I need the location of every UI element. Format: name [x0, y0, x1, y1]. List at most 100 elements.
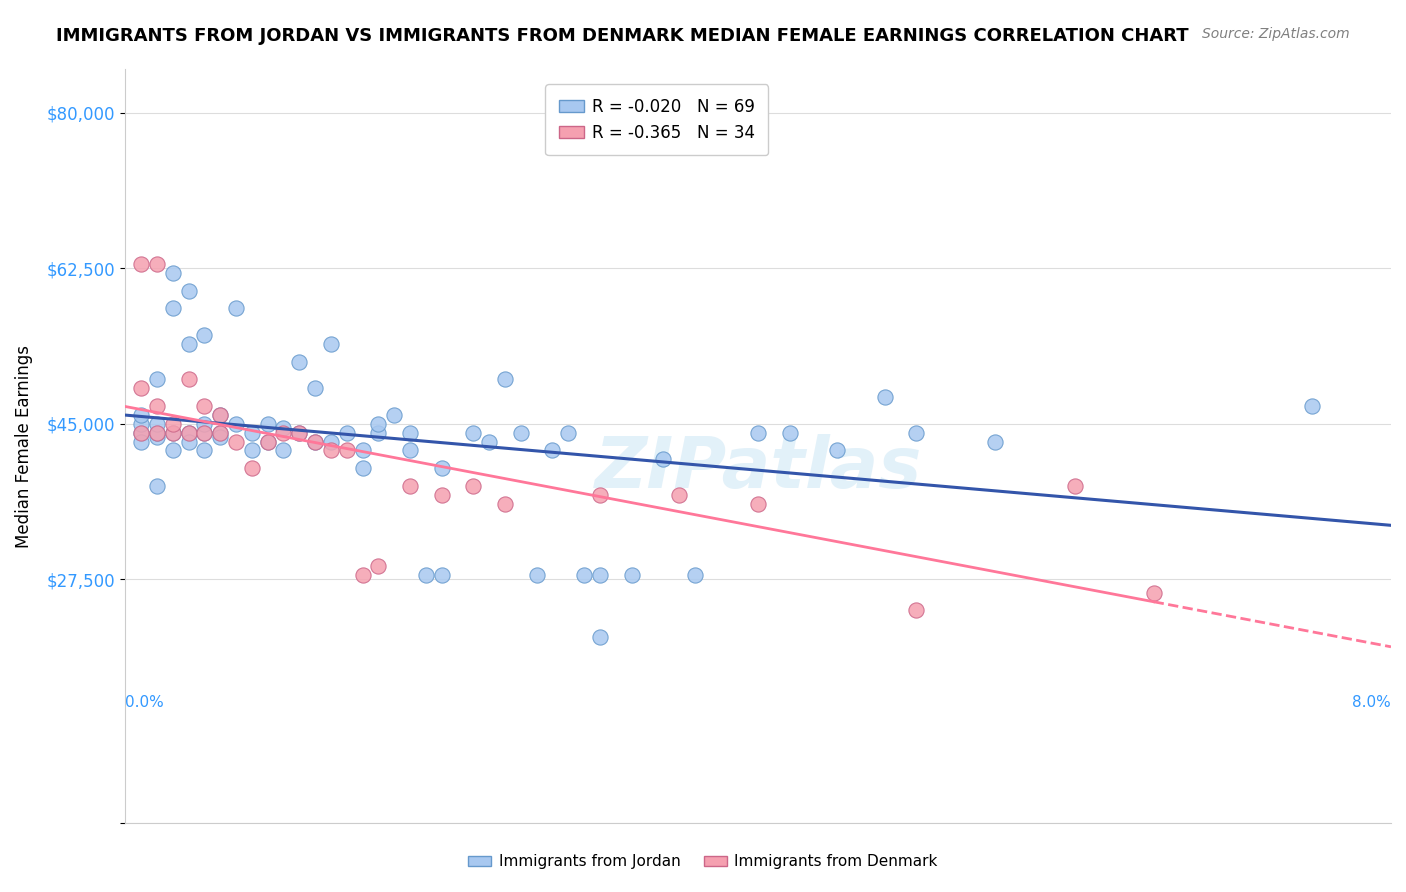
Immigrants from Jordan [177, 336, 200, 351]
Immigrants from Jordan [352, 461, 374, 475]
Immigrants from Denmark [747, 497, 769, 511]
Immigrants from Jordan [399, 425, 422, 440]
Text: Source: ZipAtlas.com: Source: ZipAtlas.com [1202, 27, 1350, 41]
Immigrants from Denmark [367, 558, 389, 573]
Y-axis label: Median Female Earnings: Median Female Earnings [15, 344, 32, 548]
Immigrants from Jordan [273, 421, 295, 435]
Immigrants from Jordan [146, 425, 169, 440]
Immigrants from Denmark [304, 434, 326, 449]
Immigrants from Denmark [129, 257, 152, 271]
Immigrants from Jordan [1301, 399, 1323, 413]
Immigrants from Jordan [162, 266, 184, 280]
Immigrants from Denmark [336, 443, 359, 458]
Immigrants from Jordan [652, 452, 675, 467]
Immigrants from Jordan [984, 434, 1007, 449]
Immigrants from Jordan [162, 425, 184, 440]
Immigrants from Jordan [382, 408, 405, 422]
Immigrants from Jordan [240, 425, 263, 440]
Immigrants from Jordan [256, 417, 278, 431]
Immigrants from Jordan [193, 328, 215, 343]
Legend: R = -0.020   N = 69, R = -0.365   N = 34: R = -0.020 N = 69, R = -0.365 N = 34 [546, 85, 768, 155]
Immigrants from Jordan [177, 434, 200, 449]
Immigrants from Jordan [494, 372, 516, 386]
Immigrants from Denmark [162, 425, 184, 440]
Immigrants from Denmark [319, 443, 342, 458]
Immigrants from Jordan [683, 567, 706, 582]
Immigrants from Denmark [430, 488, 453, 502]
Immigrants from Denmark [399, 479, 422, 493]
Immigrants from Jordan [825, 443, 848, 458]
Immigrants from Jordan [572, 567, 595, 582]
Immigrants from Jordan [557, 425, 579, 440]
Immigrants from Denmark [129, 381, 152, 395]
Immigrants from Jordan [193, 443, 215, 458]
Immigrants from Jordan [129, 408, 152, 422]
Immigrants from Denmark [1063, 479, 1085, 493]
Immigrants from Denmark [589, 488, 612, 502]
Immigrants from Jordan [336, 425, 359, 440]
Immigrants from Denmark [177, 372, 200, 386]
Immigrants from Denmark [177, 425, 200, 440]
Immigrants from Jordan [430, 567, 453, 582]
Immigrants from Jordan [905, 425, 928, 440]
Immigrants from Denmark [1143, 585, 1166, 599]
Immigrants from Jordan [304, 381, 326, 395]
Immigrants from Jordan [225, 417, 247, 431]
Immigrants from Jordan [367, 417, 389, 431]
Immigrants from Jordan [209, 430, 232, 444]
Immigrants from Jordan [129, 434, 152, 449]
Immigrants from Jordan [288, 425, 311, 440]
Immigrants from Jordan [209, 408, 232, 422]
Immigrants from Jordan [225, 301, 247, 316]
Immigrants from Jordan [146, 417, 169, 431]
Immigrants from Jordan [463, 425, 485, 440]
Immigrants from Jordan [399, 443, 422, 458]
Immigrants from Jordan [209, 425, 232, 440]
Immigrants from Jordan [256, 434, 278, 449]
Immigrants from Denmark [193, 399, 215, 413]
Immigrants from Jordan [430, 461, 453, 475]
Immigrants from Jordan [177, 284, 200, 298]
Immigrants from Denmark [273, 425, 295, 440]
Immigrants from Jordan [193, 425, 215, 440]
Immigrants from Jordan [193, 417, 215, 431]
Immigrants from Jordan [162, 443, 184, 458]
Immigrants from Jordan [304, 434, 326, 449]
Immigrants from Denmark [193, 425, 215, 440]
Text: IMMIGRANTS FROM JORDAN VS IMMIGRANTS FROM DENMARK MEDIAN FEMALE EARNINGS CORRELA: IMMIGRANTS FROM JORDAN VS IMMIGRANTS FRO… [56, 27, 1189, 45]
Immigrants from Jordan [747, 425, 769, 440]
Immigrants from Denmark [146, 257, 169, 271]
Immigrants from Jordan [273, 443, 295, 458]
Immigrants from Jordan [162, 301, 184, 316]
Immigrants from Denmark [240, 461, 263, 475]
Immigrants from Jordan [873, 390, 896, 404]
Immigrants from Denmark [209, 408, 232, 422]
Immigrants from Denmark [146, 425, 169, 440]
Immigrants from Jordan [319, 434, 342, 449]
Immigrants from Jordan [589, 567, 612, 582]
Immigrants from Jordan [620, 567, 643, 582]
Immigrants from Jordan [541, 443, 564, 458]
Text: ZIPatlas: ZIPatlas [595, 434, 922, 503]
Immigrants from Denmark [225, 434, 247, 449]
Immigrants from Jordan [129, 425, 152, 440]
Immigrants from Denmark [146, 399, 169, 413]
Immigrants from Denmark [209, 425, 232, 440]
Immigrants from Jordan [146, 372, 169, 386]
Immigrants from Denmark [463, 479, 485, 493]
Immigrants from Jordan [589, 630, 612, 644]
Immigrants from Jordan [415, 567, 437, 582]
Immigrants from Jordan [367, 425, 389, 440]
Immigrants from Denmark [494, 497, 516, 511]
Immigrants from Jordan [319, 336, 342, 351]
Text: 8.0%: 8.0% [1353, 695, 1391, 710]
Immigrants from Jordan [240, 443, 263, 458]
Immigrants from Denmark [129, 425, 152, 440]
Immigrants from Jordan [509, 425, 531, 440]
Immigrants from Denmark [352, 567, 374, 582]
Immigrants from Jordan [146, 430, 169, 444]
Immigrants from Denmark [288, 425, 311, 440]
Immigrants from Denmark [668, 488, 690, 502]
Immigrants from Jordan [146, 479, 169, 493]
Immigrants from Jordan [177, 425, 200, 440]
